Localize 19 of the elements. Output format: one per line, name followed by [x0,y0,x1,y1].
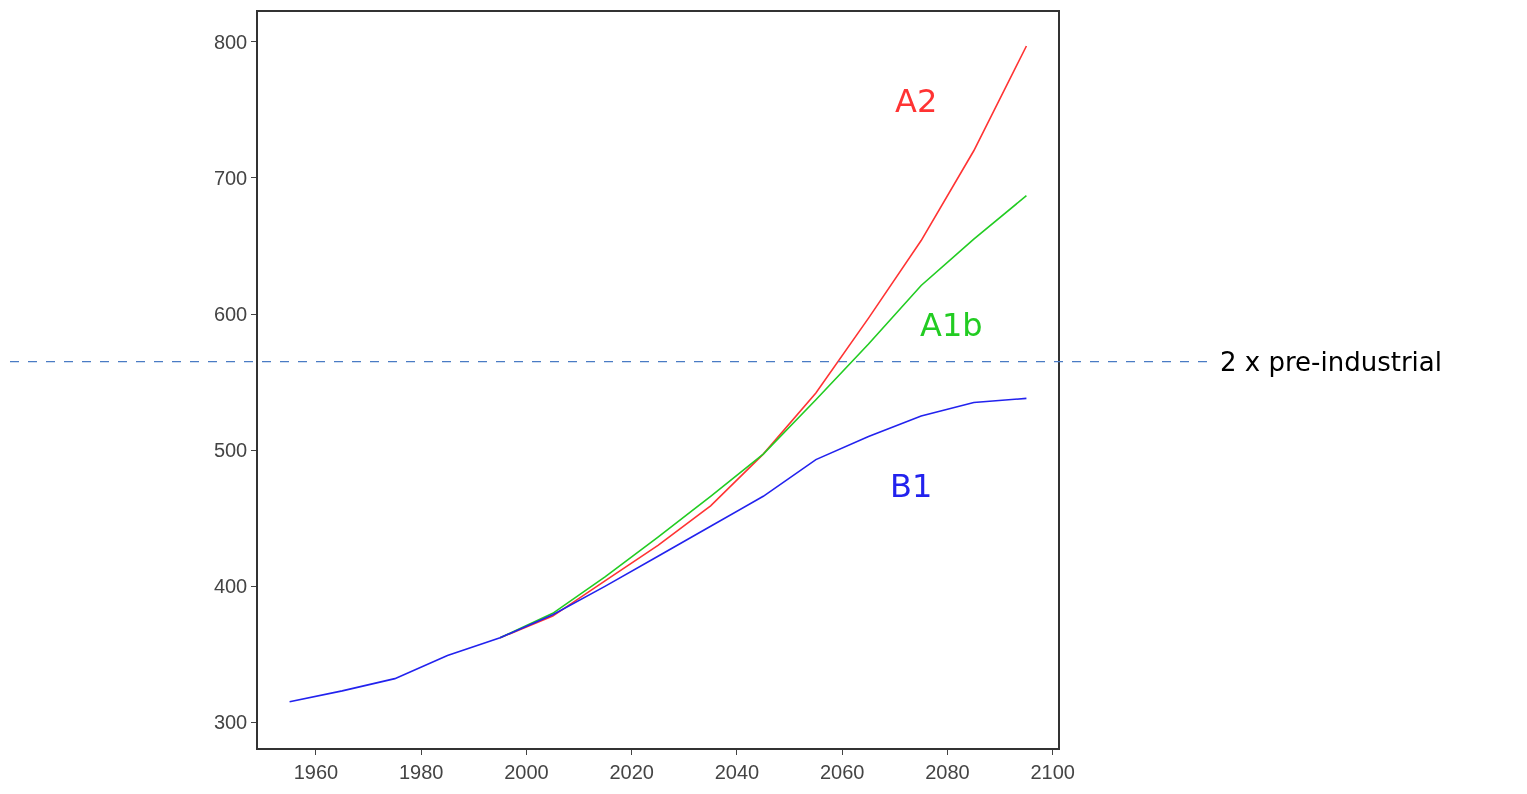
x-tick-label: 1980 [398,760,444,783]
series-label: A1b [920,306,983,344]
x-tick-label: 2080 [925,760,970,783]
y-tick-label: 800 [213,30,248,53]
x-tick-label: 2060 [819,760,865,783]
x-tick-label: 2100 [1030,760,1075,783]
x-tick-label: 2000 [504,760,549,783]
x-tick-label: 1960 [293,760,339,783]
y-tick-label: 300 [213,711,248,734]
x-tick-label: 2040 [714,760,760,783]
series-label: B1 [890,467,933,505]
series-label: A2 [895,82,938,120]
y-tick-label: 500 [213,439,248,462]
line-series [288,397,1028,703]
x-tick-label: 2020 [609,760,654,783]
y-tick-label: 700 [213,166,248,189]
y-tick-label: 600 [213,303,248,326]
y-tick-label: 400 [213,575,248,598]
ref-line-label: 2 x pre-industrial [1220,347,1442,377]
